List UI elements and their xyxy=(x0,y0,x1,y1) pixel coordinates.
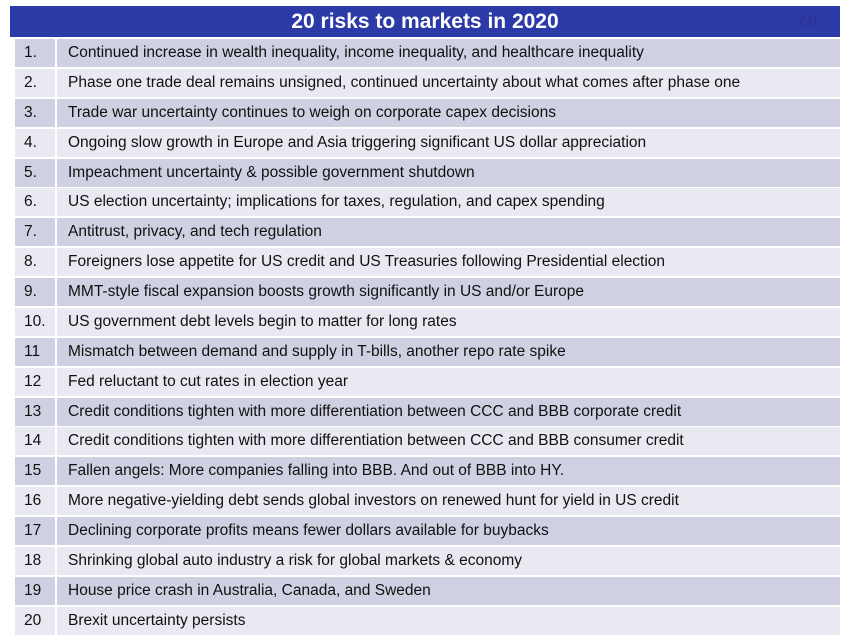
risk-text: Fed reluctant to cut rates in election y… xyxy=(68,372,349,390)
table-row: 15 Fallen angels: More companies falling … xyxy=(15,457,840,486)
risk-text: Declining corporate profits means fewer … xyxy=(68,522,549,539)
risk-text: More negative-yielding debt sends global… xyxy=(68,492,679,510)
row-number: 11 xyxy=(15,337,57,366)
row-number: 18 xyxy=(15,546,57,575)
risk-text: Antitrust, privacy, and tech regulation xyxy=(68,223,322,241)
row-number: 4. xyxy=(15,128,57,157)
risk-text: Ongoing slow growth in Europe and Asia t… xyxy=(68,133,647,151)
table-row: 4. Ongoing slow growth in Europe and Asia… xyxy=(15,128,840,157)
table-row: 17 Declining corporate profits means fewe… xyxy=(15,517,840,545)
row-number: 14 xyxy=(15,427,57,456)
row-number: 6. xyxy=(15,188,57,217)
row-number: 20 xyxy=(15,606,57,635)
table-row: 1. Continued increase in wealth inequalit… xyxy=(15,39,840,67)
row-number: 12 xyxy=(15,367,57,396)
row-number: 15 xyxy=(15,457,57,486)
risk-text: US election uncertainty; implications fo… xyxy=(68,193,605,211)
row-number: 9. xyxy=(15,278,57,306)
row-number: 3. xyxy=(15,98,57,127)
table-row: 19 House price crash in Australia, Canada… xyxy=(15,576,840,605)
row-number: 5. xyxy=(15,158,57,187)
table-row: 13 Credit conditions tighten with more di… xyxy=(15,397,840,426)
row-number: 13 xyxy=(15,397,57,426)
watermark-logo: ZH xyxy=(798,13,818,29)
table-row: 8. Foreigners lose appetite for US credit… xyxy=(15,248,840,277)
table-row: 7. Antitrust, privacy, and tech regulatio… xyxy=(15,218,840,247)
row-number: 17 xyxy=(15,517,57,545)
title-text: 20 risks to markets in 2020 xyxy=(291,10,559,33)
risk-text: Shrinking global auto industry a risk fo… xyxy=(68,551,523,569)
risk-text: Credit conditions tighten with more diff… xyxy=(68,432,684,450)
table-row: 10. US government debt levels begin to ma… xyxy=(15,307,840,336)
table-row: 2. Phase one trade deal remains unsigned,… xyxy=(15,68,840,97)
row-number: 2. xyxy=(15,68,57,97)
risk-text: Brexit uncertainty persists xyxy=(68,611,246,629)
table-row: 6. US election uncertainty; implications … xyxy=(15,188,840,217)
table-row: 16 More negative-yielding debt sends glob… xyxy=(15,487,840,516)
table-row: 5. Impeachment uncertainty & possible gov… xyxy=(15,158,840,187)
risks-table: 1. Continued increase in wealth inequalit… xyxy=(15,39,840,637)
table-row: 20 Brexit uncertainty persists xyxy=(15,606,840,635)
risk-text: House price crash in Australia, Canada, … xyxy=(68,581,431,599)
row-number: 1. xyxy=(15,39,57,67)
row-number: 19 xyxy=(15,576,57,605)
table-row: 9. MMT-style fiscal expansion boosts grow… xyxy=(15,278,840,306)
table-row: 14 Credit conditions tighten with more di… xyxy=(15,427,840,456)
row-number: 8. xyxy=(15,248,57,277)
risk-text: Fallen angels: More companies falling in… xyxy=(68,462,564,480)
risk-text: MMT-style fiscal expansion boosts growth… xyxy=(68,283,585,300)
table-row: 12 Fed reluctant to cut rates in election… xyxy=(15,367,840,396)
risk-text: Continued increase in wealth inequality,… xyxy=(68,44,644,61)
risk-text: Foreigners lose appetite for US credit a… xyxy=(68,253,666,271)
risk-text: Phase one trade deal remains unsigned, c… xyxy=(68,73,741,91)
risk-text: Impeachment uncertainty & possible gover… xyxy=(68,163,475,181)
table-row: 18 Shrinking global auto industry a risk … xyxy=(15,546,840,575)
row-number: 7. xyxy=(15,218,57,247)
row-number: 16 xyxy=(15,487,57,516)
risk-text: US government debt levels begin to matte… xyxy=(68,312,457,330)
risk-text: Trade war uncertainty continues to weigh… xyxy=(68,103,556,121)
table-row: 3. Trade war uncertainty continues to wei… xyxy=(15,98,840,127)
table-title: 20 risks to markets in 2020 ZH xyxy=(10,6,840,37)
risk-text: Credit conditions tighten with more diff… xyxy=(68,402,682,420)
risk-text: Mismatch between demand and supply in T-… xyxy=(68,342,566,360)
row-number: 10. xyxy=(15,307,57,336)
table-row: 11 Mismatch between demand and supply in … xyxy=(15,337,840,366)
